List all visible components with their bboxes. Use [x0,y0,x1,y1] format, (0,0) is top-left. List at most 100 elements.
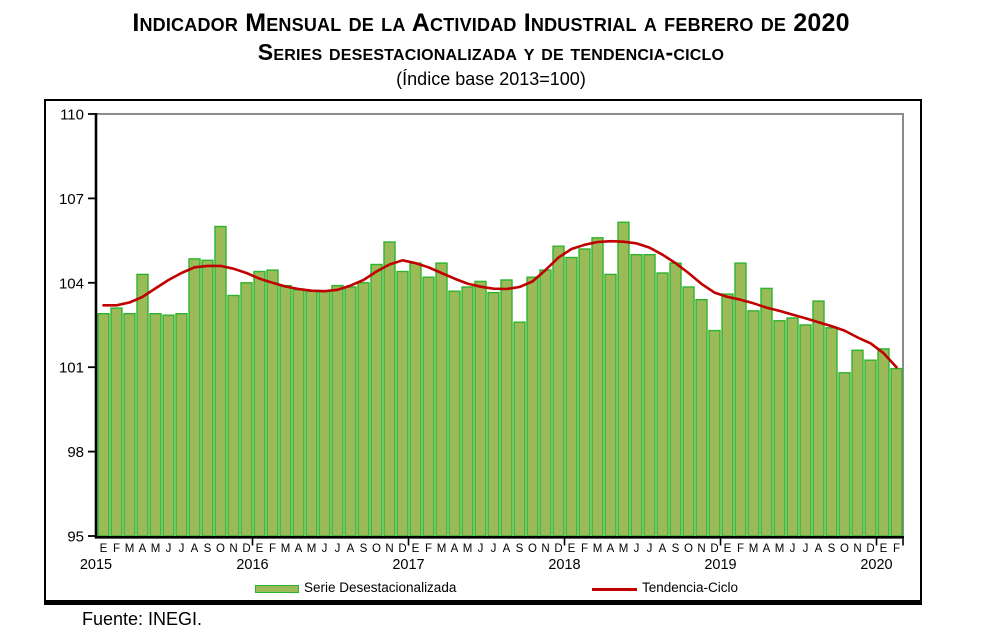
month-label: M [619,543,629,555]
month-label: J [322,543,328,555]
month-label: M [749,543,759,555]
month-label: M [307,543,317,555]
month-label: S [828,543,836,555]
month-label: S [360,543,368,555]
source-note: Fuente: INEGI. [82,609,203,629]
month-label: M [775,543,785,555]
bar [526,276,539,537]
bars-series [97,221,903,537]
bar [721,293,734,537]
month-label: E [880,543,888,555]
month-label: F [113,543,120,555]
bar [188,258,201,537]
bar [682,286,695,537]
month-label: N [697,543,705,555]
y-tick-label: 104 [59,275,84,292]
bar [435,262,448,537]
month-label: M [281,543,291,555]
bar [513,321,526,537]
month-label: A [763,543,771,555]
y-tick-label: 107 [59,191,84,208]
bar [409,262,422,537]
month-label: A [451,543,459,555]
month-label: A [347,543,355,555]
month-label: S [516,543,524,555]
month-label: N [229,543,237,555]
bar [305,290,318,537]
bar [604,273,617,537]
bar [422,276,435,537]
bar [669,262,682,537]
month-label: D [554,543,562,555]
month-label: J [634,543,640,555]
month-label: N [385,543,393,555]
bar [630,253,643,537]
bar [461,286,474,537]
bar [825,327,838,537]
month-label: J [790,543,796,555]
month-label: J [478,543,484,555]
bar [162,314,175,537]
month-label: O [684,543,693,555]
bar [864,359,877,537]
month-label: J [803,543,809,555]
bar [136,273,149,537]
y-axis-ticks: 95 98 101 104 107 110 [59,107,96,546]
month-label: O [372,543,381,555]
month-label: F [581,543,588,555]
bar [175,312,188,537]
year-label: 2020 [860,557,892,573]
month-label: M [437,543,447,555]
bar [448,290,461,537]
bar [344,286,357,537]
bar [383,241,396,537]
month-label: M [125,543,135,555]
bar [292,289,305,537]
year-labels: 2015 2016 2017 2018 2019 2020 [80,538,904,573]
bar [214,225,227,537]
month-label: F [425,543,432,555]
month-label: D [398,543,406,555]
year-label: 2015 [80,557,112,573]
bar [695,298,708,537]
month-label: A [607,543,615,555]
month-label: A [503,543,511,555]
year-label: 2019 [704,557,736,573]
bar [123,312,136,537]
bar [643,253,656,537]
month-label: D [866,543,874,555]
bar [838,372,851,537]
bar [799,324,812,537]
month-label: D [710,543,718,555]
y-tick-label: 95 [67,529,84,546]
bar [812,300,825,537]
month-label: F [893,543,900,555]
chart-header: Indicador Mensual de la Actividad Indust… [0,0,982,92]
y-tick-label: 110 [60,107,84,124]
month-label: O [528,543,537,555]
month-label: J [647,543,653,555]
bar [370,263,383,537]
bar [396,270,409,537]
month-label: N [853,543,861,555]
bar [318,290,331,537]
month-label: E [256,543,264,555]
y-tick-label: 98 [67,444,84,461]
bar [708,329,721,537]
y-tick-label: 101 [59,360,84,377]
bar [201,259,214,537]
month-label: S [204,543,212,555]
bar [565,256,578,537]
legend-bar-swatch [255,585,299,593]
month-label: F [269,543,276,555]
legend-line-swatch [592,588,637,592]
bar [266,269,279,537]
bar [357,282,370,537]
bar [487,291,500,537]
month-label: E [724,543,732,555]
month-label: N [541,543,549,555]
legend-bar-label: Serie Desestacionalizada [304,580,457,595]
bar [747,310,760,537]
